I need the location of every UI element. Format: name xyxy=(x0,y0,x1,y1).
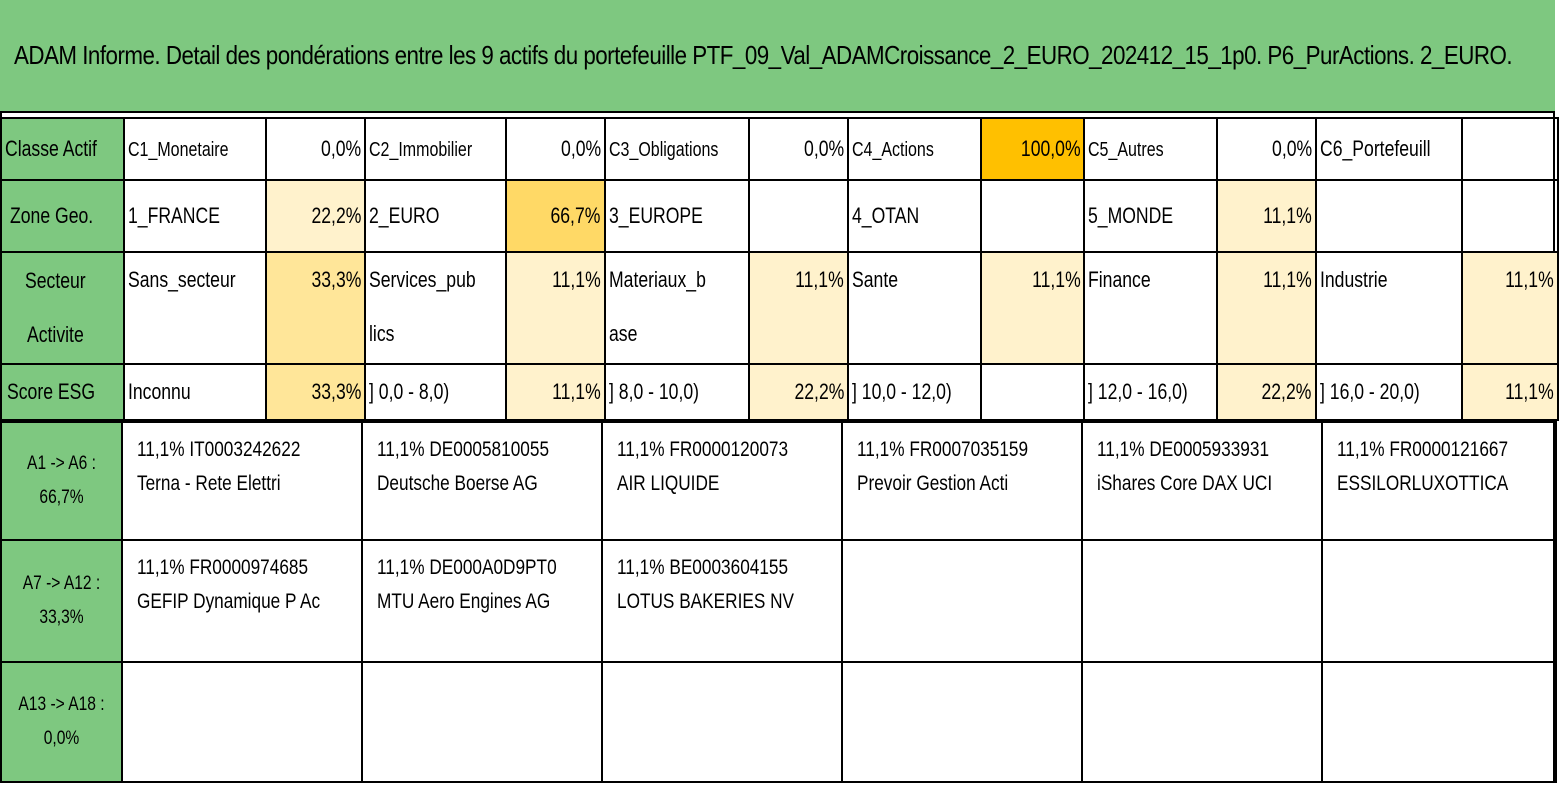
category-name: C6_Portefeuill xyxy=(1314,117,1463,181)
category-name: ] 8,0 - 10,0) xyxy=(603,363,751,421)
row-label: Classe Actif xyxy=(0,117,125,181)
category-name: ] 10,0 - 12,0) xyxy=(846,363,982,421)
assets-row-label: A7 -> A12 :33,3% xyxy=(0,539,123,663)
category-pct: 66,7% xyxy=(505,179,606,253)
asset-cell: 11,1% FR0000121667 ESSILORLUXOTTICA xyxy=(1321,421,1557,541)
assets-row: A13 -> A18 :0,0% xyxy=(0,661,1557,783)
category-pct: 0,0% xyxy=(265,117,366,181)
category-pct: 0,0% xyxy=(748,117,849,181)
row-label: Zone Geo. xyxy=(0,179,125,253)
asset-cell xyxy=(601,661,843,783)
asset-cell: 11,1% FR0000974685 GEFIP Dynamique P Ac xyxy=(121,539,363,663)
asset-cell: 11,1% FR0007035159 Prevoir Gestion Acti xyxy=(841,421,1083,541)
asset-cell xyxy=(1081,661,1323,783)
row-zone-geo: Zone Geo. 1_FRANCE 22,2% 2_EURO 66,7% 3_… xyxy=(0,179,1559,253)
category-name: 4_OTAN xyxy=(846,179,982,253)
category-pct: 0,0% xyxy=(505,117,606,181)
asset-cell xyxy=(361,661,603,783)
asset-cell: 11,1% DE000A0D9PT0 MTU Aero Engines AG xyxy=(361,539,603,663)
asset-cell xyxy=(1321,661,1557,783)
empty-cell xyxy=(1460,179,1559,253)
empty-cell xyxy=(1314,179,1463,253)
assets-row-label: A13 -> A18 :0,0% xyxy=(0,661,123,783)
category-name: ] 0,0 - 8,0) xyxy=(363,363,508,421)
category-pct: 33,3% xyxy=(265,251,366,365)
category-pct: 11,1% xyxy=(1216,179,1317,253)
category-name: Sans_secteur xyxy=(122,251,268,365)
category-name: ] 16,0 - 20,0) xyxy=(1314,363,1463,421)
assets-row: A7 -> A12 :33,3% 11,1% FR0000974685 GEFIP… xyxy=(0,539,1557,663)
asset-cell xyxy=(841,661,1083,783)
category-pct: 100,0% xyxy=(979,117,1086,181)
category-name: Services_pub lics xyxy=(363,251,508,365)
asset-cell xyxy=(1081,539,1323,663)
category-name: Materiaux_b ase xyxy=(603,251,751,365)
asset-cell: 11,1% DE0005933931 iShares Core DAX UCI xyxy=(1081,421,1323,541)
category-pct: 11,1% xyxy=(1216,251,1317,365)
asset-cell: 11,1% BE0003604155 LOTUS BAKERIES NV xyxy=(601,539,843,663)
category-pct: 22,2% xyxy=(265,179,366,253)
asset-cell xyxy=(121,661,363,783)
category-name: 5_MONDE xyxy=(1083,179,1219,253)
category-pct: 11,1% xyxy=(1460,251,1559,365)
category-pct: 33,3% xyxy=(265,363,366,421)
category-name: Inconnu xyxy=(122,363,268,421)
category-name: Industrie xyxy=(1314,251,1463,365)
row-score-esg: Score ESG Inconnu 33,3% ] 0,0 - 8,0) 11,… xyxy=(0,363,1559,421)
row-label: Score ESG xyxy=(0,363,125,421)
category-pct: 11,1% xyxy=(979,251,1086,365)
category-name: 2_EURO xyxy=(363,179,508,253)
category-name: C1_Monetaire xyxy=(122,117,268,181)
report-title: ADAM Informe. Detail des pondérations en… xyxy=(14,40,1513,70)
category-name: ] 12,0 - 16,0) xyxy=(1083,363,1219,421)
asset-cell: 11,1% FR0000120073 AIR LIQUIDE xyxy=(601,421,843,541)
category-pct: 11,1% xyxy=(505,363,606,421)
category-pct: 11,1% xyxy=(748,251,849,365)
category-name: C5_Autres xyxy=(1083,117,1219,181)
category-name: C3_Obligations xyxy=(603,117,751,181)
category-pct: 0,0% xyxy=(1216,117,1317,181)
category-name: Sante xyxy=(846,251,982,365)
category-pct xyxy=(1460,117,1559,181)
row-classe-actif: Classe Actif C1_Monetaire 0,0% C2_Immobi… xyxy=(0,117,1559,181)
summary-table: Classe Actif C1_Monetaire 0,0% C2_Immobi… xyxy=(0,117,1559,421)
assets-table: A1 -> A6 :66,7% 11,1% IT0003242622 Terna … xyxy=(0,421,1557,783)
category-name: C4_Actions xyxy=(846,117,982,181)
assets-row: A1 -> A6 :66,7% 11,1% IT0003242622 Terna … xyxy=(0,421,1557,541)
category-pct: 22,2% xyxy=(748,363,849,421)
category-name: 1_FRANCE xyxy=(122,179,268,253)
category-pct xyxy=(979,179,1086,253)
row-label: Secteur Activite xyxy=(0,251,125,365)
category-name: 3_EUROPE xyxy=(603,179,751,253)
category-pct: 11,1% xyxy=(505,251,606,365)
category-pct xyxy=(979,363,1086,421)
row-secteur-activite: Secteur Activite Sans_secteur 33,3% Servi… xyxy=(0,251,1559,365)
category-name: Finance xyxy=(1083,251,1219,365)
asset-cell xyxy=(841,539,1083,663)
assets-row-label: A1 -> A6 :66,7% xyxy=(0,421,123,541)
report-title-bar: ADAM Informe. Detail des pondérations en… xyxy=(0,0,1555,113)
asset-cell: 11,1% IT0003242622 Terna - Rete Elettri xyxy=(121,421,363,541)
category-pct: 11,1% xyxy=(1460,363,1559,421)
category-pct: 22,2% xyxy=(1216,363,1317,421)
asset-cell: 11,1% DE0005810055 Deutsche Boerse AG xyxy=(361,421,603,541)
category-pct xyxy=(748,179,849,253)
asset-cell xyxy=(1321,539,1557,663)
category-name: C2_Immobilier xyxy=(363,117,508,181)
